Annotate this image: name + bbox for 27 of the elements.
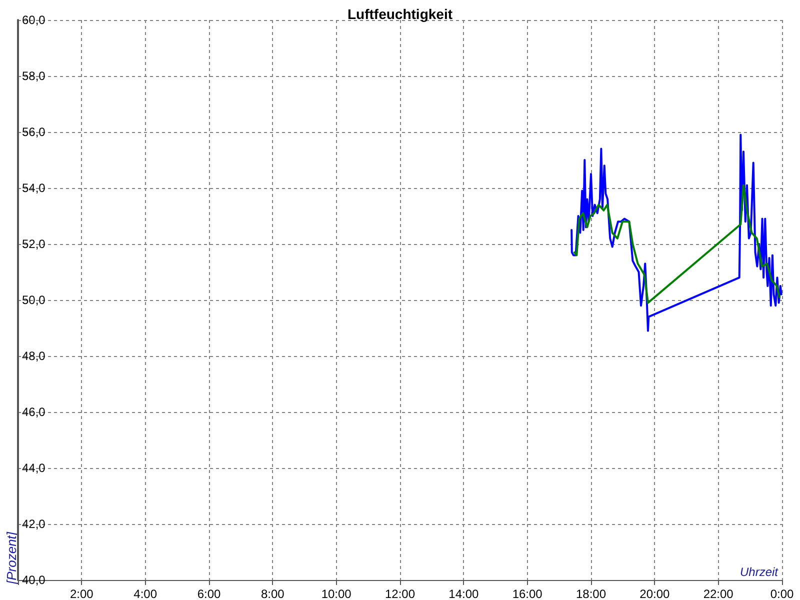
line-series [570,134,782,332]
y-tick-label: 52,0 [22,237,46,251]
x-tick-label: 22:00 [703,587,734,600]
x-tick-label: 14:00 [448,587,480,600]
x-tick-label: 16:00 [512,587,543,600]
x-tick-label: 2:00 [70,587,94,600]
y-tick-label: 44,0 [22,461,46,475]
x-tick-label: 18:00 [576,587,606,600]
x-tick-label: 20:00 [640,587,670,600]
x-tick-label: 8:00 [260,587,285,600]
x-tick-label: 0:00 [770,587,794,600]
y-tick-label: 46,0 [22,405,46,419]
y-tick-label: 60,0 [22,13,46,27]
y-tick-label: 42,0 [22,517,46,531]
y-tick-label: 58,0 [22,69,46,83]
y-tick-label: 50,0 [22,293,46,307]
chart-title: Luftfeuchtigkeit [348,6,453,22]
line-series [573,184,780,304]
x-tick-label: 6:00 [197,587,221,600]
y-axis-title: [Prozent] [4,532,19,585]
y-tick-label: 48,0 [22,349,46,363]
x-tick-label: 12:00 [384,587,416,600]
y-tick-label: 56,0 [22,125,46,139]
x-tick-label: 4:00 [134,587,158,600]
x-axis-title: Uhrzeit [740,565,779,579]
y-tick-label: 54,0 [22,181,46,195]
x-tick-label: 10:00 [321,587,352,600]
